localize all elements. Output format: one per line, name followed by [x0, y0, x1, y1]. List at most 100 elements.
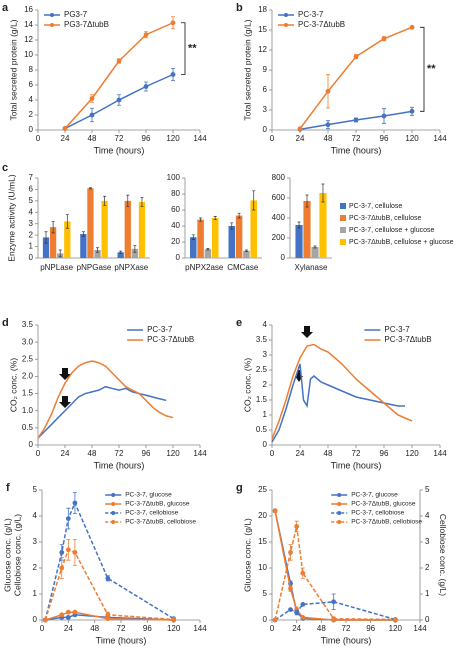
y-tick-label: 80 — [171, 189, 180, 198]
significance-bracket — [181, 22, 186, 75]
x-tick-label: 144 — [413, 624, 427, 633]
x-tick-label: 120 — [166, 449, 180, 458]
marker — [325, 122, 331, 128]
y-tick-label: 20 — [258, 511, 267, 520]
legend-marker — [111, 502, 116, 506]
y-tick-label: 0 — [263, 440, 268, 449]
error-bar — [51, 221, 55, 234]
legend-label: PC-3-7ΔtubB, cellulose + glucose — [349, 239, 454, 246]
x-tick-label: 0 — [36, 134, 41, 143]
y-tick-label: 10 — [24, 50, 33, 59]
bar — [94, 250, 101, 258]
legend-label: PC-3-7ΔtubB, glucose — [351, 501, 416, 508]
bar — [211, 218, 219, 258]
error-bar — [96, 247, 100, 253]
error-bar — [133, 245, 137, 253]
y-tick-label: 600 — [272, 193, 286, 202]
legend-marker — [337, 502, 342, 506]
y-tick-label: 5 — [29, 196, 34, 205]
series-line — [274, 510, 396, 621]
y-tick-label: 9 — [263, 65, 268, 74]
legend-label: PC-3-7ΔtubB, cellobiose — [351, 519, 422, 526]
annotation: ** — [427, 63, 436, 75]
legend-label: PC-3-7, cellobiose — [125, 510, 178, 517]
legend-marker — [111, 520, 116, 524]
marker — [72, 500, 78, 506]
x-tick-label: 72 — [352, 134, 361, 143]
panel-label: e — [236, 317, 242, 329]
y-tick-label: 100 — [167, 173, 181, 182]
bar — [204, 249, 212, 258]
x-tick-label: 120 — [405, 134, 419, 143]
marker — [59, 550, 65, 555]
y-tick-label: 2.5 — [256, 365, 268, 374]
marker — [331, 616, 337, 622]
marker — [300, 615, 306, 620]
marker — [170, 72, 176, 77]
error-bar — [58, 249, 62, 258]
x-tick-label: 120 — [389, 624, 403, 633]
marker — [392, 617, 398, 622]
legend-marker — [50, 13, 54, 17]
y-tick-label: 16 — [24, 5, 33, 14]
y-tick-label: 10 — [258, 563, 267, 572]
series-line — [45, 614, 174, 621]
x-tick-label: 0 — [270, 134, 275, 143]
series-line — [37, 360, 174, 439]
marker — [272, 508, 278, 514]
marker — [89, 96, 95, 101]
legend-label: PC-3-7 — [147, 325, 173, 334]
error-bar — [119, 250, 123, 254]
error-bar — [206, 248, 210, 251]
marker — [105, 576, 111, 581]
y-tick-label: 60 — [171, 205, 180, 214]
x-tick-label: 0 — [36, 449, 41, 458]
y-tick-label: 2 — [29, 230, 34, 239]
y-tick-label: 1.5 — [256, 395, 268, 404]
x-tick-label: 24 — [296, 134, 305, 143]
error-bar — [199, 217, 203, 222]
y-tick-label: 25 — [258, 485, 267, 494]
marker — [72, 550, 78, 555]
series-line — [274, 601, 396, 621]
panel-label: b — [236, 2, 243, 14]
marker — [288, 607, 293, 612]
y-tick-label: 2.0 — [22, 372, 34, 381]
legend-label: PC-3-7 — [298, 10, 324, 19]
x-tick-label: 24 — [296, 449, 305, 458]
y-tick-label: 18 — [258, 5, 267, 14]
legend-label: PC-3-7ΔtubB, cellobiose — [125, 519, 196, 526]
y-tick-label: 0 — [29, 125, 34, 134]
panel-label: d — [2, 317, 9, 329]
y-tick-label: 3 — [29, 219, 34, 228]
y2-axis-label: Cellobiose conc. (g/L) — [438, 514, 448, 596]
y-tick-label: 15 — [258, 537, 267, 546]
y-tick-label: 5 — [33, 485, 38, 494]
marker — [353, 54, 359, 60]
error-bar — [65, 214, 69, 229]
arrow — [301, 326, 313, 338]
legend-marker — [337, 493, 342, 497]
legend-marker — [111, 511, 116, 515]
y-tick-label: 0 — [281, 253, 286, 262]
x-tick-label: 144 — [193, 449, 207, 458]
x-tick-label: 120 — [405, 449, 419, 458]
legend-marker — [50, 23, 54, 27]
x-tick-label: 144 — [193, 134, 207, 143]
bar — [49, 227, 57, 258]
x-axis-label: Time (hours) — [94, 460, 145, 470]
y-axis-label: Total secreted protein (g/L) — [242, 19, 252, 120]
error-bar — [252, 190, 256, 211]
bar — [311, 247, 319, 258]
bar — [101, 200, 108, 258]
marker — [170, 20, 176, 26]
bar — [124, 200, 131, 258]
bar — [235, 215, 243, 258]
x-tick-label: 0 — [40, 624, 45, 633]
y-tick-label: 3 — [263, 105, 268, 114]
marker — [42, 617, 48, 623]
marker — [72, 609, 78, 615]
legend-marker — [284, 23, 288, 27]
marker — [65, 516, 71, 521]
bar — [319, 193, 327, 258]
